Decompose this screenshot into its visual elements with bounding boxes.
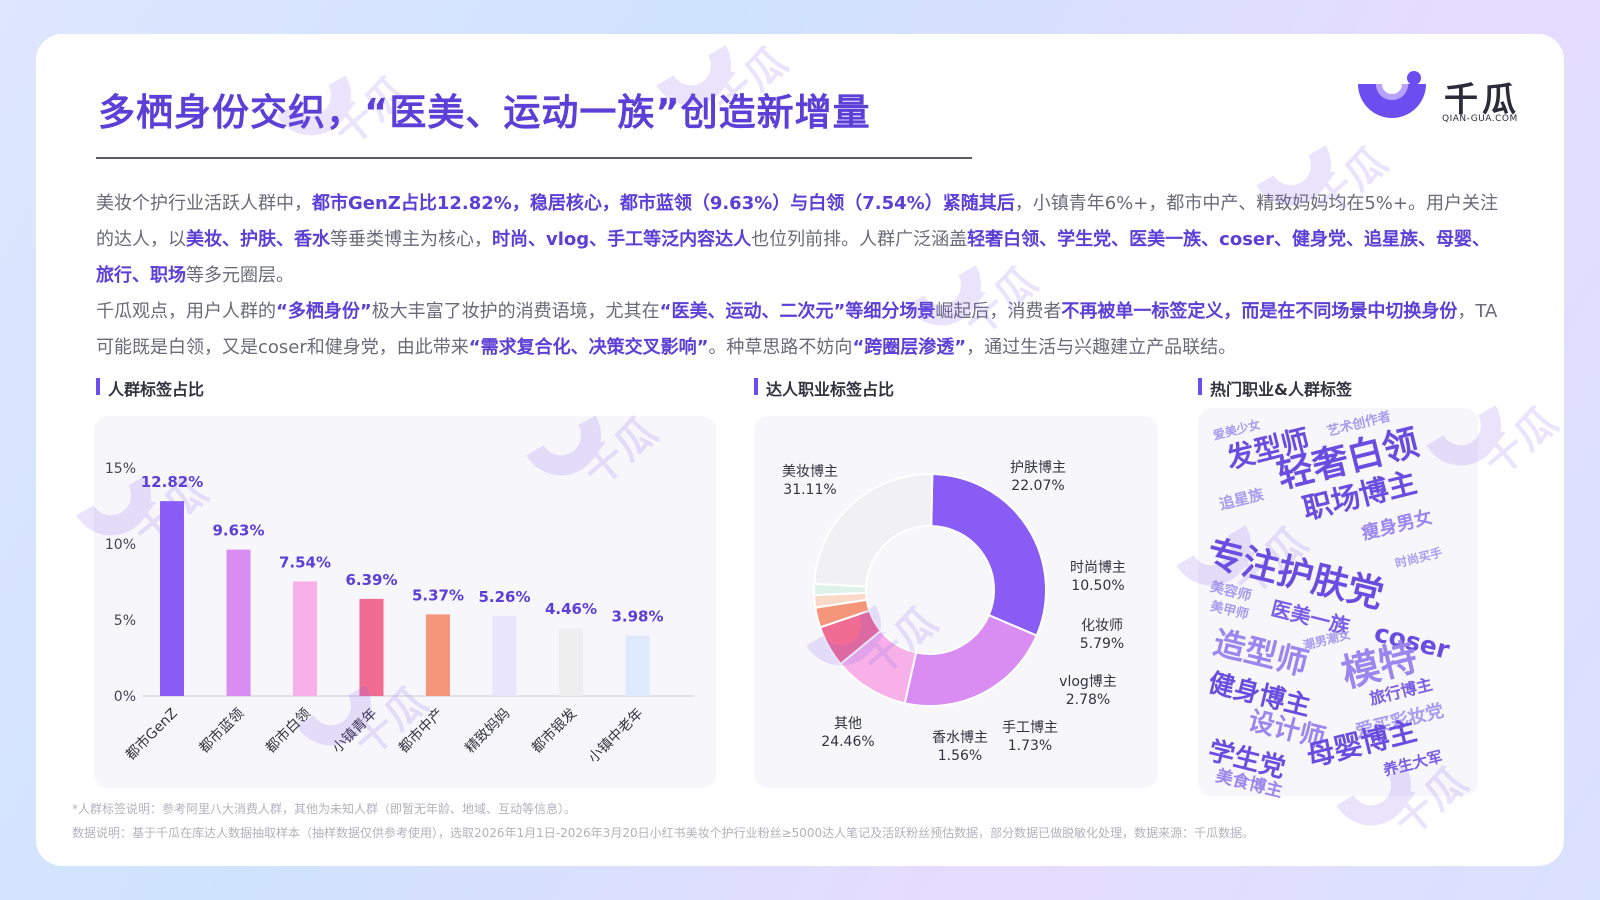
body-text: 。种草思路不妨向: [708, 337, 853, 358]
slice-name-label: 香水博主: [932, 729, 988, 746]
title-divider: [96, 157, 972, 159]
slice-value-label: 24.46%: [821, 734, 874, 750]
body-text: 等垂类博主为核心，: [330, 229, 492, 250]
slice-value-label: 1.73%: [1008, 738, 1052, 754]
slice-value-label: 5.79%: [1080, 636, 1124, 652]
x-category-label: 小镇青年: [329, 706, 380, 757]
slice-护肤博主: [903, 613, 1038, 707]
bar-value-label: 4.46%: [545, 600, 597, 618]
slice-其他: [813, 473, 934, 588]
slice-name-label: 其他: [834, 716, 862, 732]
bar-value-label: 12.82%: [141, 473, 203, 491]
body-text: 也位列前排。人群广泛涵盖: [751, 229, 968, 250]
word-cloud-tag: 瘦身男女: [1359, 506, 1435, 545]
bar-chart-panel: 0% 5% 10% 15% 12.82% 都市GenZ 9.63% 都市蓝领 7.54% 都市白领…: [94, 416, 716, 788]
logo-domain: QIAN-GUA.COM: [1442, 114, 1518, 124]
word-cloud-tag: 时尚买手: [1393, 545, 1444, 571]
svg-text:千瓜: 千瓜: [1475, 399, 1564, 486]
cloud-section-title: 热门职业&人群标签: [1198, 376, 1352, 400]
slice-value-label: 2.78%: [1066, 692, 1110, 708]
body-text: 千瓜观点，用户人群的: [96, 301, 276, 322]
slice-value-label: 31.11%: [783, 482, 836, 498]
highlight-text: 都市GenZ占比12.82%，稳居核心，都市蓝领（9.63%）与白领（7.54%…: [312, 193, 1015, 214]
body-text: 极大丰富了妆护的消费语境，尤其在: [371, 301, 660, 322]
highlight-text: “多栖身份”: [276, 301, 372, 322]
slice-value-label: 10.50%: [1071, 578, 1124, 594]
x-category-label: 都市白领: [262, 705, 314, 757]
word-cloud-tag: 潮男潮女: [1301, 627, 1352, 653]
bar-value-label: 9.63%: [212, 522, 264, 540]
body-text: 崛起后，消费者: [935, 301, 1062, 322]
bar-都市白领: [293, 581, 317, 696]
highlight-text: 时尚、vlog、手工等泛内容达人: [492, 229, 752, 250]
slice-value-label: 22.07%: [1011, 478, 1064, 494]
bar-value-label: 7.54%: [279, 553, 331, 571]
page-title: 多栖身份交织，“医美、运动一族”创造新增量: [98, 91, 871, 134]
donut-section-title: 达人职业标签占比: [754, 376, 894, 400]
slice-value-label: 1.56%: [938, 748, 982, 764]
slice-美妆博主: [930, 473, 1047, 637]
body-text: ，TA可能既是白领，又是coser和健身党，由此带来: [96, 301, 1498, 358]
highlight-text: “跨圈层渗透”: [852, 337, 967, 358]
donut-chart-panel: 美妆博主 31.11% 护肤博主 22.07% 时尚博主 10.50% 化妆师 5.79% vl…: [754, 416, 1158, 788]
bar-都市GenZ: [160, 501, 184, 696]
body-text: 美妆个护行业活跃人群中，: [96, 193, 312, 214]
slice-name-label: 手工博主: [1002, 719, 1058, 736]
x-category-label: 精致妈妈: [462, 706, 513, 757]
slice-name-label: vlog博主: [1059, 673, 1117, 690]
highlight-text: 轻奢白领、学生党、医美一族、coser、健身党、追星族、母婴、旅行、职场: [96, 229, 1490, 286]
x-category-label: 小镇中老年: [586, 706, 647, 767]
bar-value-label: 5.37%: [412, 586, 464, 604]
y-tick-label: 10%: [105, 537, 136, 553]
y-tick-label: 15%: [105, 461, 136, 477]
x-category-label: 都市银发: [528, 705, 580, 757]
bar-小镇中老年: [625, 635, 650, 696]
bar-小镇青年: [359, 598, 384, 696]
brand-logo: 千瓜 QIAN-GUA.COM: [1352, 70, 1530, 126]
summary-paragraph: 美妆个护行业活跃人群中，都市GenZ占比12.82%，稳居核心，都市蓝领（9.6…: [96, 186, 1506, 294]
body-text: ，通过生活与兴趣建立产品联结。: [966, 337, 1237, 358]
word-cloud-tag: 追星族: [1217, 485, 1266, 514]
body-text: 等多元圈层。: [186, 265, 294, 286]
slice-name-label: 护肤博主: [1010, 459, 1066, 476]
donut-chart: 美妆博主 31.11% 护肤博主 22.07% 时尚博主 10.50% 化妆师 5.79% vl…: [782, 459, 1126, 764]
y-tick-label: 0%: [114, 689, 136, 705]
logo-name: 千瓜: [1444, 80, 1520, 120]
y-tick-label: 5%: [114, 613, 136, 629]
body-text: ，小镇青年6%+，都市中产、精致妈妈均在5%+。用户关注的达人，以: [96, 193, 1498, 250]
data-note: 数据说明：基于千瓜在库达人数据抽取样本（抽样数据仅供参考使用），选取2026年1…: [72, 826, 1255, 840]
bar-都市中产: [426, 614, 450, 696]
highlight-text: “需求复合化、决策交叉影响”: [468, 337, 709, 358]
highlight-text: 美妆、护肤、香水: [186, 229, 330, 250]
bar-value-label: 3.98%: [611, 608, 663, 626]
bar-value-label: 6.39%: [345, 571, 397, 589]
bar-都市银发: [559, 628, 583, 696]
word-cloud-tag: 养生大军: [1381, 747, 1445, 780]
bar-精致妈妈: [492, 616, 517, 696]
highlight-text: “医美、运动、二次元”等细分场景: [659, 301, 936, 322]
highlight-text: 不再被单一标签定义，而是在不同场景中切换身份: [1061, 301, 1458, 322]
bar-section-title: 人群标签占比: [96, 376, 204, 400]
bar-value-label: 5.26%: [478, 588, 530, 606]
bar-chart: 0% 5% 10% 15% 12.82% 都市GenZ 9.63% 都市蓝领 7.54% 都市白领…: [105, 461, 694, 767]
slice-name-label: 化妆师: [1081, 618, 1123, 634]
qiangua-logo-icon: [1358, 71, 1426, 118]
label-note: *人群标签说明：参考阿里八大消费人群，其他为未知人群（即暂无年龄、地域、互动等信…: [72, 802, 577, 816]
x-category-label: 都市蓝领: [196, 705, 248, 757]
opinion-paragraph: 千瓜观点，用户人群的“多栖身份”极大丰富了妆护的消费语境，尤其在“医美、运动、二…: [96, 294, 1506, 366]
x-category-label: 都市中产: [395, 705, 447, 757]
slice-name-label: 时尚博主: [1070, 559, 1126, 576]
word-cloud-panel: 爱美少女 艺术创作者 发型师 轻奢白领 追星族 职场博主 瘦身男女 专注护肤党 时尚买手 美容师美…: [1198, 408, 1478, 802]
x-category-label: 都市GenZ: [122, 705, 181, 764]
report-card: 多栖身份交织，“医美、运动一族”创造新增量 千瓜 QIAN-GUA.COM 美妆…: [36, 34, 1564, 866]
slice-name-label: 美妆博主: [782, 463, 838, 480]
bar-都市蓝领: [226, 549, 251, 696]
